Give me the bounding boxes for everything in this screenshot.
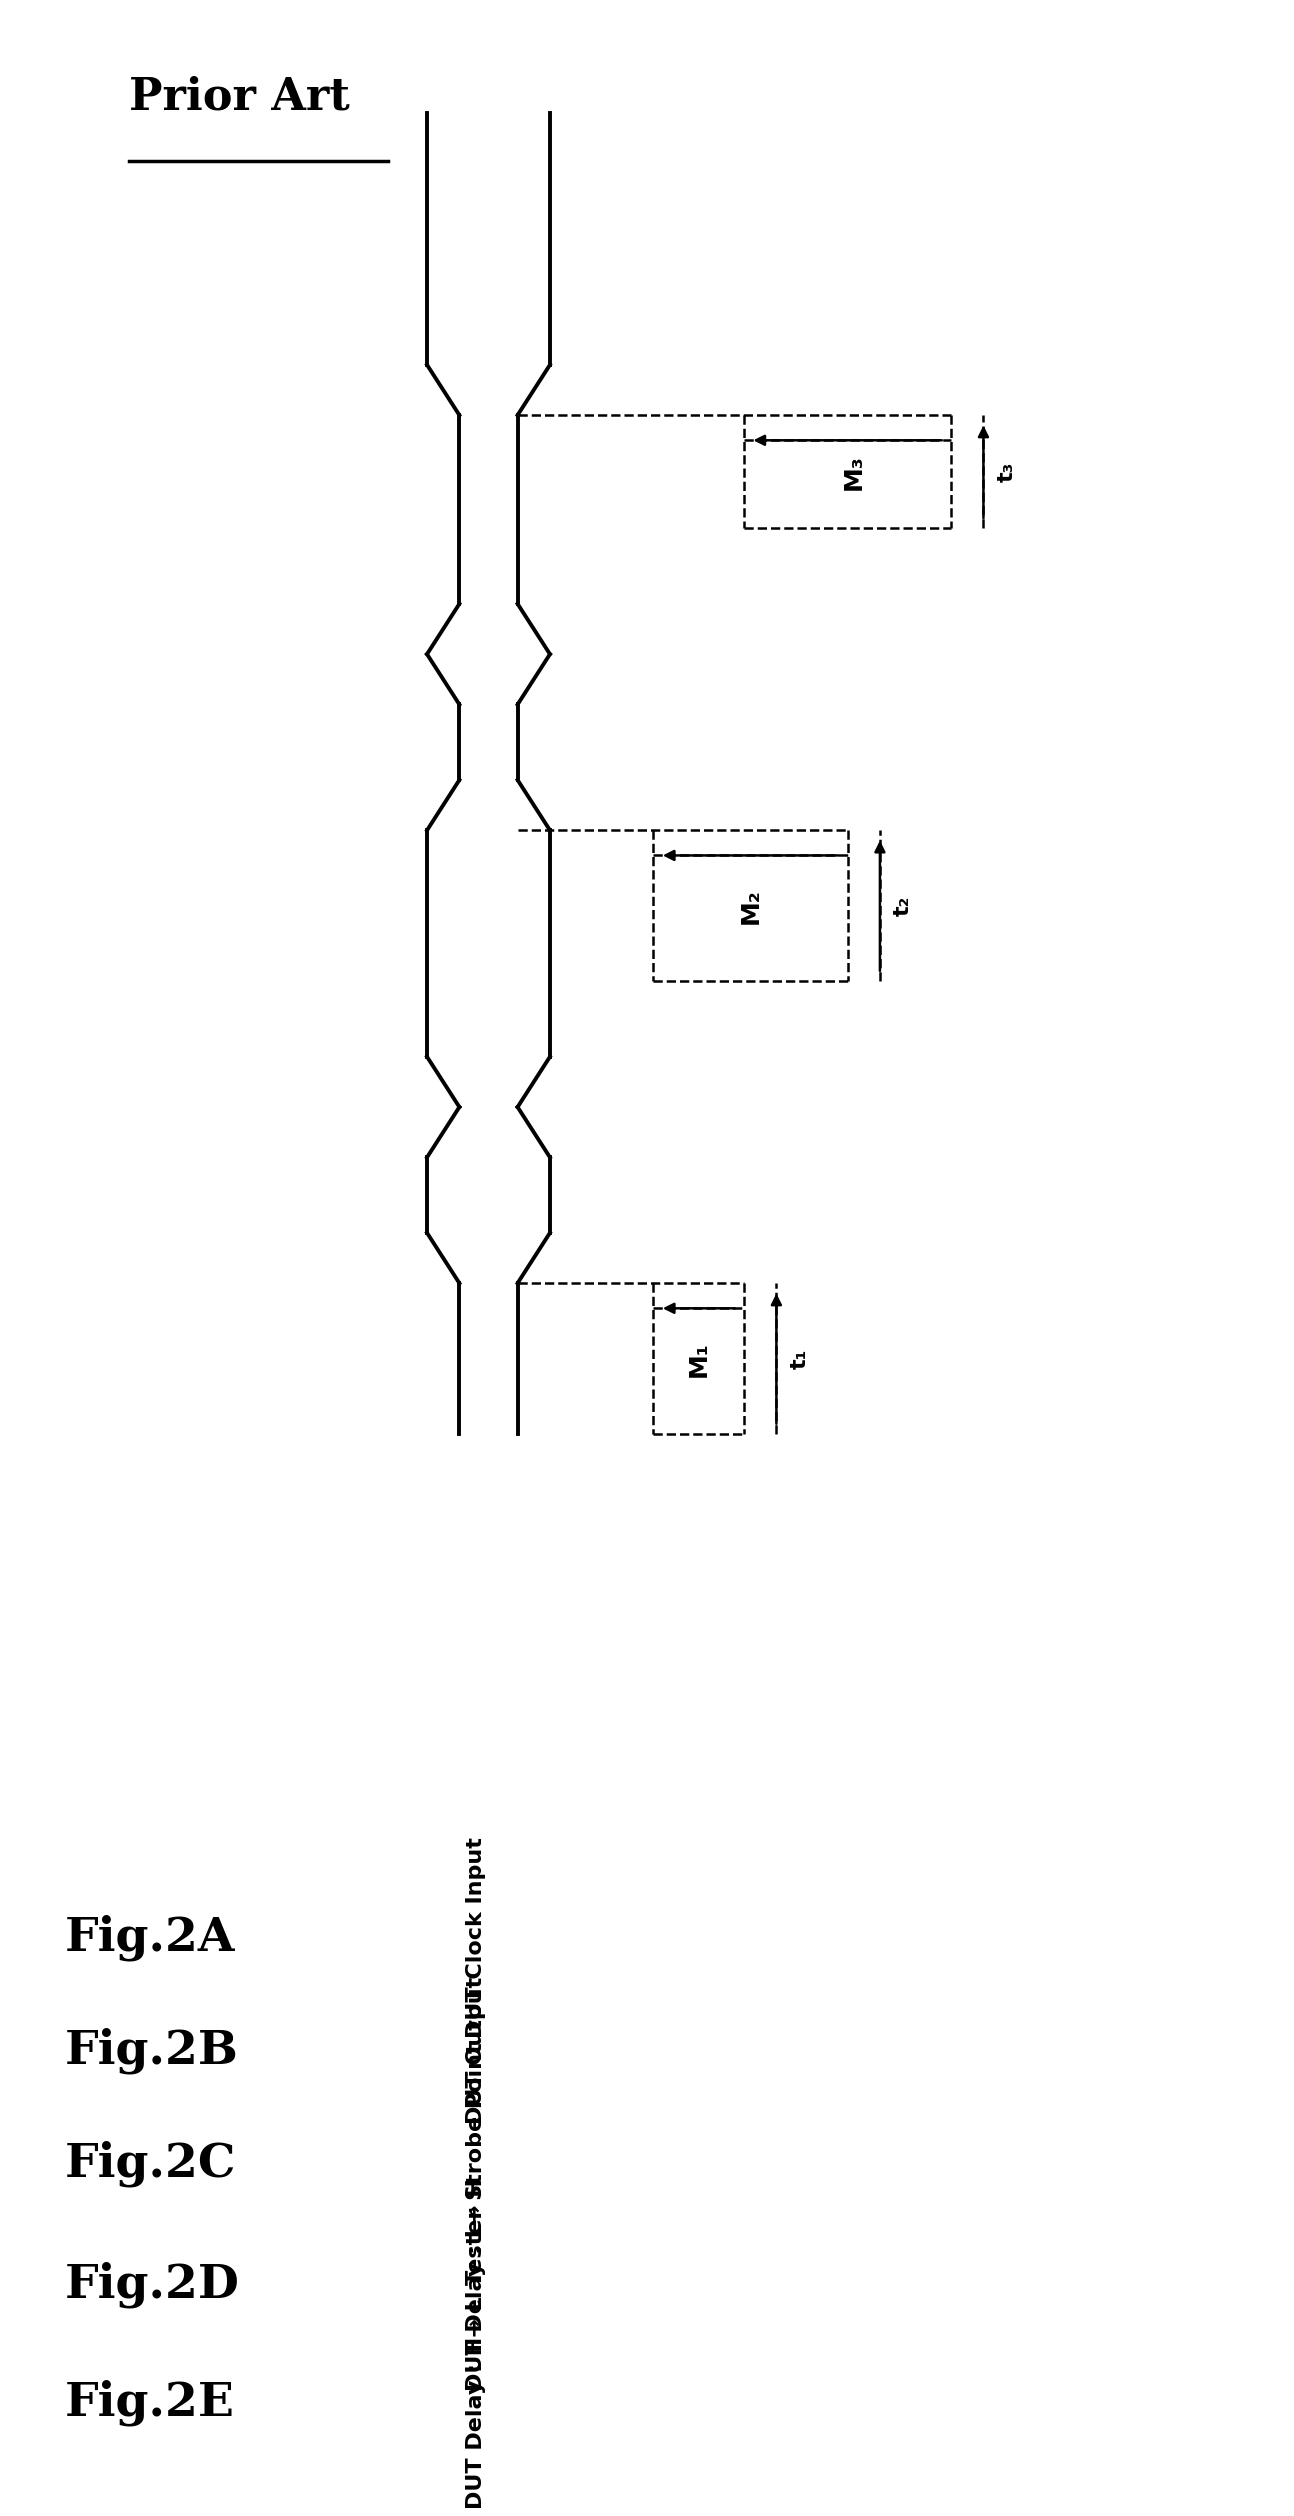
Text: DUT Output: DUT Output [466, 1978, 485, 2124]
Text: Fig.2B: Fig.2B [65, 2028, 238, 2073]
Text: M₃: M₃ [842, 453, 866, 491]
Text: Prior Art: Prior Art [129, 75, 351, 118]
Text: Fig.2C: Fig.2C [65, 2141, 237, 2186]
Text: DUT Delay : L→ H: DUT Delay : L→ H [466, 2179, 485, 2390]
Text: t₁: t₁ [789, 1349, 810, 1369]
Text: t₃: t₃ [996, 460, 1017, 483]
Text: DUT Delay : H→ L: DUT Delay : H→ L [466, 2297, 485, 2508]
Text: Fig.2A: Fig.2A [65, 1915, 236, 1960]
Text: M₁: M₁ [687, 1341, 710, 1376]
Text: Fig.2E: Fig.2E [65, 2380, 234, 2425]
Text: t₂: t₂ [893, 896, 914, 916]
Text: Fig.2D: Fig.2D [65, 2262, 239, 2307]
Text: DUT Clock Input: DUT Clock Input [466, 1837, 485, 2038]
Text: M₂: M₂ [739, 888, 762, 923]
Text: Tester Strobe Point: Tester Strobe Point [466, 2043, 485, 2285]
